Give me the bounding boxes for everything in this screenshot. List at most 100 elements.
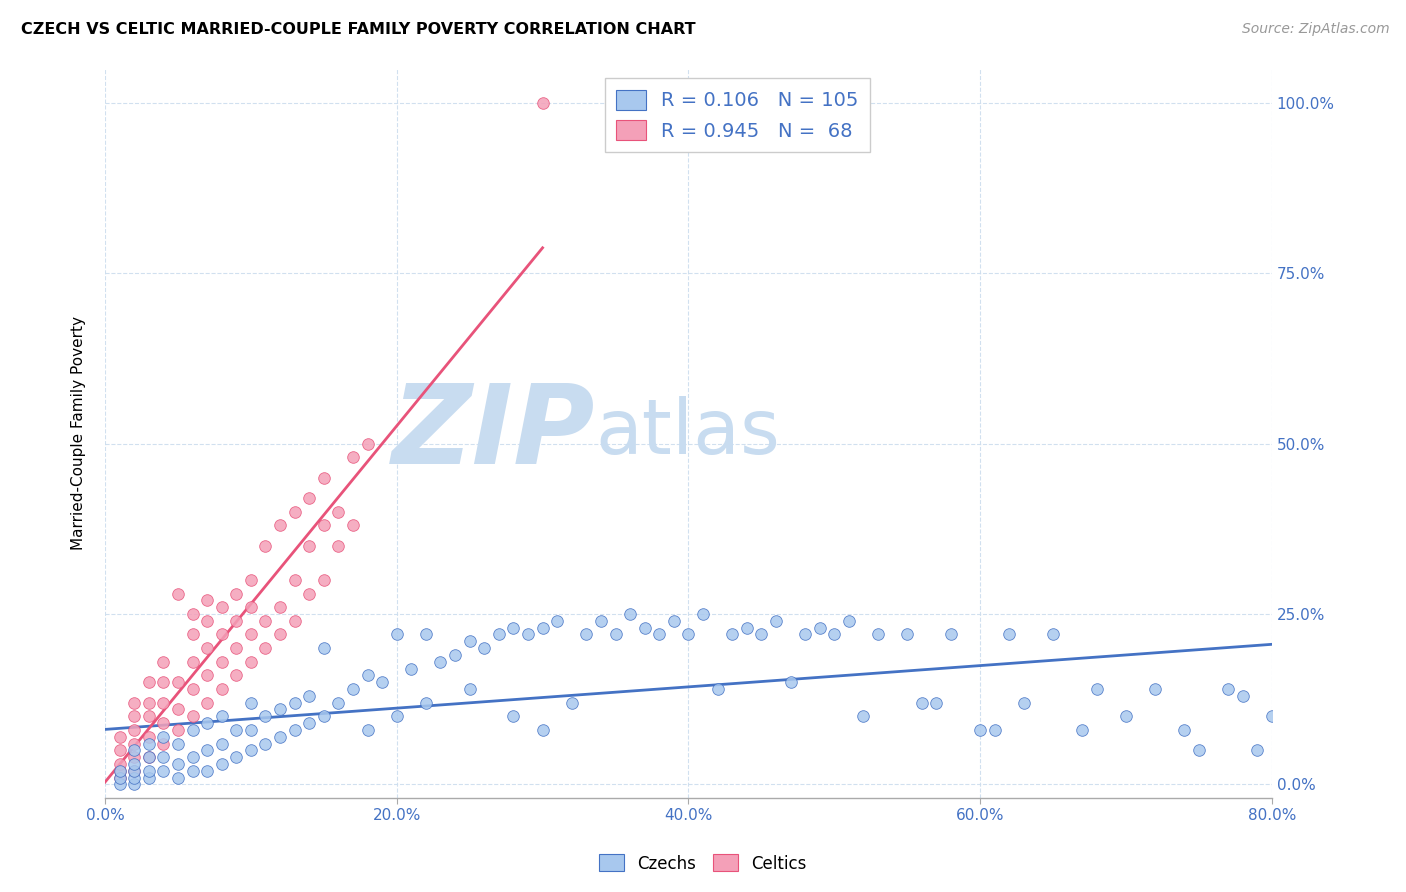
Text: atlas: atlas [595,396,780,470]
Point [1085,681,1108,696]
Point [371,675,394,690]
Point [415,627,437,641]
Point [108,730,131,744]
Point [678,627,700,641]
Point [211,709,233,723]
Point [138,737,160,751]
Point [415,696,437,710]
Point [122,756,145,771]
Point [181,750,204,764]
Point [385,627,408,641]
Point [969,723,991,737]
Point [181,627,204,641]
Point [312,709,335,723]
Point [225,641,247,656]
Point [122,737,145,751]
Point [998,627,1021,641]
Point [605,627,627,641]
Point [138,764,160,778]
Point [108,771,131,785]
Point [138,730,160,744]
Point [269,702,291,716]
Point [254,737,277,751]
Point [108,764,131,778]
Point [167,675,190,690]
Point [444,648,467,662]
Point [1188,743,1211,757]
Point [312,641,335,656]
Point [167,723,190,737]
Point [911,696,934,710]
Point [122,777,145,791]
Point [122,723,145,737]
Point [239,655,262,669]
Point [1216,681,1239,696]
Point [108,764,131,778]
Point [721,627,744,641]
Point [195,593,218,607]
Point [589,614,612,628]
Point [195,641,218,656]
Point [561,696,583,710]
Point [284,614,307,628]
Point [269,730,291,744]
Point [167,756,190,771]
Point [1246,743,1268,757]
Point [342,518,364,533]
Point [269,518,291,533]
Point [211,600,233,615]
Point [312,573,335,587]
Point [225,586,247,600]
Point [852,709,875,723]
Point [1232,689,1254,703]
Point [239,696,262,710]
Point [195,614,218,628]
Point [239,627,262,641]
Point [472,641,495,656]
Point [531,621,554,635]
Point [239,723,262,737]
Point [502,621,524,635]
Point [342,450,364,465]
Point [284,696,307,710]
Text: CZECH VS CELTIC MARRIED-COUPLE FAMILY POVERTY CORRELATION CHART: CZECH VS CELTIC MARRIED-COUPLE FAMILY PO… [21,22,696,37]
Point [312,470,335,484]
Point [356,723,378,737]
Point [211,681,233,696]
Point [269,600,291,615]
Point [284,505,307,519]
Point [152,764,174,778]
Point [122,764,145,778]
Point [823,627,845,641]
Point [634,621,657,635]
Point [239,573,262,587]
Point [779,675,801,690]
Point [939,627,962,641]
Point [328,539,350,553]
Point [122,743,145,757]
Point [1173,723,1195,737]
Point [152,716,174,731]
Point [1144,681,1167,696]
Point [385,709,408,723]
Point [181,655,204,669]
Point [152,655,174,669]
Point [298,491,321,505]
Point [488,627,510,641]
Point [108,771,131,785]
Point [1261,709,1284,723]
Point [808,621,831,635]
Point [575,627,598,641]
Point [794,627,817,641]
Point [167,737,190,751]
Point [838,614,860,628]
Point [751,627,773,641]
Point [328,696,350,710]
Point [138,709,160,723]
Legend: R = 0.106   N = 105, R = 0.945   N =  68: R = 0.106 N = 105, R = 0.945 N = 68 [605,78,870,153]
Point [298,539,321,553]
Point [225,614,247,628]
Point [342,681,364,696]
Point [122,696,145,710]
Point [122,764,145,778]
